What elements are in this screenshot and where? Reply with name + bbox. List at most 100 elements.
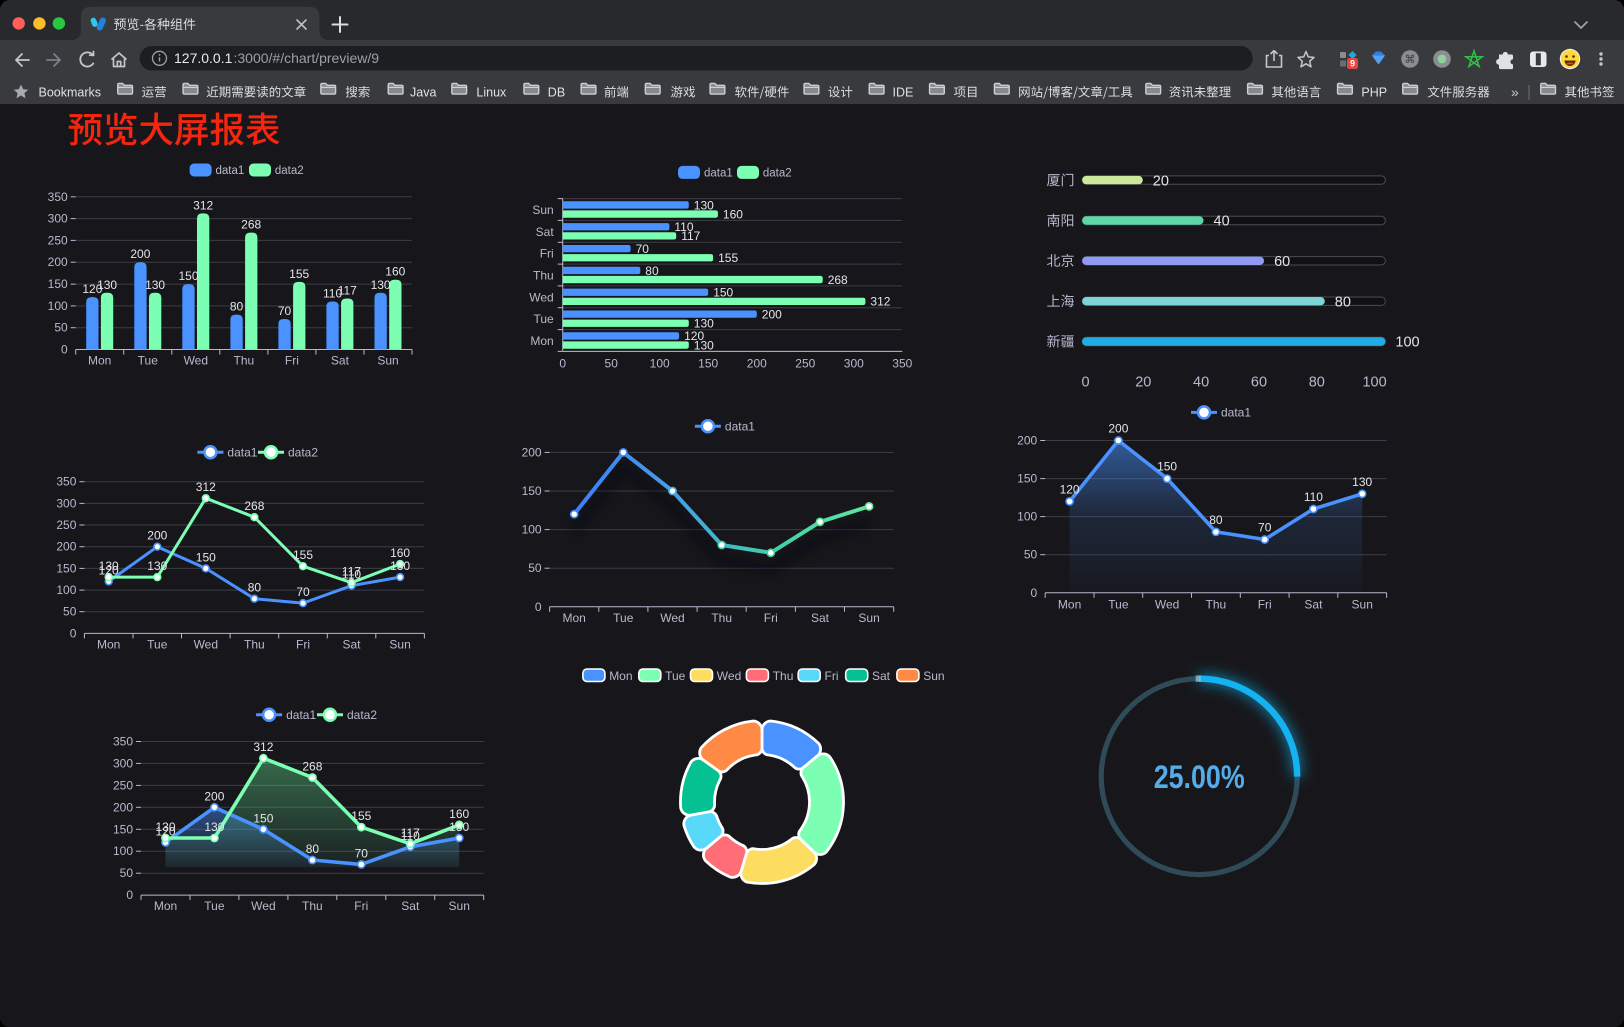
svg-text:Sat: Sat	[811, 611, 830, 625]
svg-text:312: 312	[253, 740, 273, 754]
svg-text:Thu: Thu	[533, 269, 554, 283]
svg-text:Sat: Sat	[331, 354, 350, 368]
svg-text:117: 117	[681, 229, 700, 243]
svg-text:80: 80	[1335, 294, 1351, 310]
svg-text:Fri: Fri	[540, 247, 554, 261]
svg-text:9: 9	[1350, 59, 1355, 69]
svg-text:250: 250	[56, 518, 76, 532]
svg-text:160: 160	[385, 265, 405, 279]
svg-text:0: 0	[126, 888, 133, 902]
svg-text:268: 268	[244, 499, 264, 513]
svg-text:Wed: Wed	[1155, 597, 1179, 611]
svg-text:data1: data1	[227, 446, 257, 460]
svg-text:Thu: Thu	[244, 637, 265, 651]
svg-text:80: 80	[306, 842, 320, 856]
svg-text:data2: data2	[288, 446, 318, 460]
svg-text:160: 160	[723, 207, 743, 221]
svg-text:110: 110	[323, 287, 342, 301]
svg-text:300: 300	[48, 212, 68, 226]
svg-text:130: 130	[204, 820, 224, 834]
svg-text:Mon: Mon	[609, 669, 632, 683]
svg-text:Tue: Tue	[533, 312, 554, 326]
svg-text:80: 80	[1209, 513, 1223, 527]
svg-text:Fri: Fri	[296, 637, 310, 651]
svg-text:Tue: Tue	[665, 669, 686, 683]
svg-text:130: 130	[694, 338, 714, 352]
svg-text:50: 50	[63, 605, 77, 619]
svg-text:Linux: Linux	[476, 86, 507, 100]
svg-text:Fri: Fri	[1258, 597, 1272, 611]
svg-text:Mon: Mon	[88, 354, 111, 368]
svg-text:20: 20	[1153, 173, 1169, 189]
svg-text:100: 100	[48, 299, 68, 313]
svg-text:Mon: Mon	[530, 334, 553, 348]
svg-text:120: 120	[1060, 482, 1080, 496]
svg-text:Fri: Fri	[285, 354, 299, 368]
svg-text:150: 150	[253, 811, 273, 825]
svg-text:120: 120	[155, 824, 175, 838]
svg-text:60: 60	[1251, 375, 1267, 391]
svg-text:150: 150	[522, 484, 542, 498]
svg-text:312: 312	[193, 198, 213, 212]
svg-text:130: 130	[371, 278, 391, 292]
svg-text:250: 250	[48, 233, 68, 247]
svg-text:80: 80	[230, 300, 244, 314]
svg-text:110: 110	[401, 829, 420, 843]
svg-text:70: 70	[296, 585, 310, 599]
svg-text:130: 130	[449, 820, 469, 834]
svg-text:130: 130	[694, 198, 714, 212]
svg-text:130: 130	[145, 278, 165, 292]
svg-text:Tue: Tue	[1108, 597, 1129, 611]
svg-text:Wed: Wed	[194, 637, 218, 651]
svg-text:350: 350	[113, 735, 133, 749]
svg-text:Tue: Tue	[138, 354, 159, 368]
svg-text:50: 50	[1024, 548, 1038, 562]
svg-text:350: 350	[892, 357, 912, 371]
svg-text:25.00%: 25.00%	[1154, 759, 1245, 795]
svg-text:0: 0	[535, 600, 542, 614]
svg-text:110: 110	[1304, 490, 1323, 504]
svg-text:Mon: Mon	[97, 637, 120, 651]
svg-text:data2: data2	[763, 167, 792, 179]
svg-text:50: 50	[605, 357, 619, 371]
svg-text:80: 80	[1309, 375, 1325, 391]
svg-text:110: 110	[342, 568, 361, 582]
svg-text:200: 200	[113, 800, 133, 814]
svg-text:80: 80	[645, 264, 659, 278]
svg-text:268: 268	[828, 273, 848, 287]
svg-text:0: 0	[559, 357, 566, 371]
svg-text:150: 150	[196, 550, 216, 564]
svg-text:»: »	[1511, 84, 1519, 100]
svg-text:Wed: Wed	[717, 669, 741, 683]
svg-text:150: 150	[698, 357, 718, 371]
svg-text:data2: data2	[275, 165, 304, 177]
svg-text:100: 100	[113, 844, 133, 858]
svg-text:150: 150	[48, 277, 68, 291]
svg-text:200: 200	[747, 357, 767, 371]
svg-text:Sat: Sat	[872, 669, 891, 683]
svg-text::3000/#/chart/preview/9: :3000/#/chart/preview/9	[234, 50, 380, 66]
svg-text:70: 70	[636, 242, 650, 256]
svg-text:⌘: ⌘	[1405, 54, 1416, 66]
svg-text:117: 117	[338, 284, 357, 298]
svg-text:Thu: Thu	[1206, 597, 1227, 611]
svg-text:Mon: Mon	[1058, 597, 1081, 611]
svg-text:200: 200	[56, 540, 76, 554]
svg-text:Tue: Tue	[613, 611, 634, 625]
svg-text:150: 150	[178, 269, 198, 283]
svg-text:130: 130	[97, 278, 117, 292]
svg-text:DB: DB	[548, 86, 565, 100]
svg-text:100: 100	[1395, 335, 1419, 351]
svg-text:Wed: Wed	[251, 899, 275, 913]
svg-text:Sun: Sun	[923, 669, 944, 683]
svg-text:200: 200	[522, 445, 542, 459]
svg-text:40: 40	[1214, 214, 1230, 230]
svg-text:155: 155	[718, 251, 738, 265]
svg-text:155: 155	[351, 809, 371, 823]
svg-text:60: 60	[1274, 254, 1290, 270]
svg-text:130: 130	[147, 559, 167, 573]
svg-text:100: 100	[1362, 375, 1386, 391]
svg-text:Fri: Fri	[354, 899, 368, 913]
svg-text:50: 50	[54, 321, 68, 335]
svg-text:300: 300	[844, 357, 864, 371]
